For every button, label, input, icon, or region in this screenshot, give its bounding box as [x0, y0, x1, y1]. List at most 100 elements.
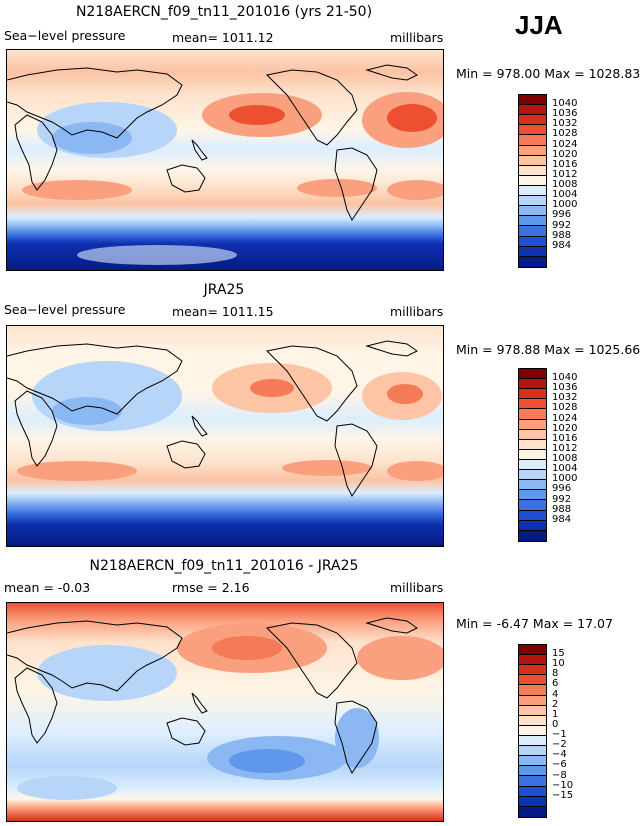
colorbar-label: 988: [552, 229, 572, 241]
colorbar-swatch: [519, 379, 546, 390]
panel-3-map: [6, 602, 444, 822]
south-pacific-high: [282, 460, 372, 476]
pacific-anomaly-high-core: [212, 636, 282, 660]
colorbar-swatch: [519, 226, 546, 237]
colorbar-label: 1036: [552, 108, 578, 120]
panel-1-map: [6, 49, 444, 271]
north-atlantic-high-core: [387, 104, 437, 132]
antarctic-low: [77, 245, 237, 265]
colorbar-label: 984: [552, 513, 572, 525]
colorbar-label: 6: [552, 678, 559, 690]
colorbar-swatch: [519, 206, 546, 217]
colorbar-swatch: [519, 389, 546, 400]
panel-1-variable-label: Sea−level pressure: [4, 28, 126, 43]
colorbar-label: 1040: [552, 372, 578, 384]
south-america-anomaly-low: [335, 708, 379, 768]
panel-3-units-label: millibars: [390, 580, 444, 595]
colorbar-swatch: [519, 165, 546, 176]
colorbar-label: 988: [552, 503, 572, 515]
colorbar-label: 984: [552, 239, 572, 251]
colorbar-label: −4: [552, 749, 567, 761]
panel-2-minmax: Min = 978.88 Max = 1025.66: [456, 342, 641, 357]
colorbar-label: 1028: [552, 402, 578, 414]
colorbar-label: 1004: [552, 189, 578, 201]
panel-2-title: JRA25: [203, 282, 245, 298]
colorbar-label: 1016: [552, 432, 578, 444]
colorbar-swatch: [519, 715, 546, 726]
colorbar-swatch: [519, 735, 546, 747]
colorbar-swatch: [519, 746, 546, 757]
colorbar-label: 2: [552, 698, 559, 710]
colorbar-label: 1020: [552, 148, 578, 160]
south-atlantic-high: [387, 461, 443, 481]
continents-1: [7, 64, 418, 221]
north-pacific-high-core: [229, 105, 285, 125]
colorbar-swatch: [519, 806, 546, 817]
panel-2-colorbar-labels: 1040 1036 1032 1028 1024 1020 1016 1012 1008 1004…: [552, 368, 592, 540]
colorbar-swatch: [519, 685, 546, 696]
colorbar-swatch: [519, 449, 546, 460]
colorbar-swatch: [519, 216, 546, 227]
colorbar-swatch: [519, 196, 546, 207]
colorbar-label: 1032: [552, 392, 578, 404]
colorbar-label: −8: [552, 769, 567, 781]
panel-2-colorbar-swatches: [519, 369, 546, 541]
colorbar-swatch: [519, 500, 546, 511]
panel-3-title: N218AERCN_f09_tn11_201016 - JRA25: [89, 558, 359, 574]
colorbar-label: −15: [552, 789, 574, 801]
colorbar-swatch: [519, 409, 546, 420]
colorbar-swatch: [519, 246, 546, 257]
colorbar-swatch: [519, 530, 546, 541]
colorbar-swatch: [519, 725, 546, 736]
colorbar-swatch: [519, 185, 546, 197]
colorbar-label: 1008: [552, 179, 578, 191]
panel-3-mean-label: mean = -0.03: [4, 580, 91, 595]
panel-1-colorbar-swatches: [519, 95, 546, 267]
panel-2-map: [6, 325, 444, 547]
colorbar-swatch: [519, 490, 546, 501]
colorbar-label: 996: [552, 483, 572, 495]
colorbar-label: 1028: [552, 128, 578, 140]
colorbar-label: 1040: [552, 98, 578, 110]
colorbar-swatch: [519, 419, 546, 430]
colorbar-swatch: [519, 439, 546, 450]
colorbar-swatch: [519, 256, 546, 267]
colorbar-label: 1016: [552, 158, 578, 170]
colorbar-swatch: [519, 369, 546, 380]
colorbar-label: 15: [552, 648, 565, 660]
colorbar-label: 1008: [552, 453, 578, 465]
colorbar-swatch: [519, 175, 546, 186]
season-label: JJA: [515, 10, 563, 40]
colorbar-swatch: [519, 95, 546, 106]
colorbar-label: 1004: [552, 463, 578, 475]
panel-3-colorbar: [518, 644, 547, 818]
panel-1-mean-label: mean= 1011.12: [172, 30, 274, 45]
colorbar-swatch: [519, 470, 546, 481]
colorbar-swatch: [519, 155, 546, 166]
colorbar-swatch: [519, 665, 546, 676]
panel-3-rmse-label: rmse = 2.16: [172, 580, 250, 595]
indian-ocean-anomaly: [17, 776, 117, 800]
north-atlantic-high-core: [387, 384, 423, 404]
colorbar-label: 1012: [552, 168, 578, 180]
colorbar-label: −1: [552, 729, 567, 741]
colorbar-label: 1024: [552, 138, 578, 150]
panel-2-colorbar: [518, 368, 547, 542]
panel-2-units-label: millibars: [390, 304, 444, 319]
colorbar-label: 10: [552, 658, 565, 670]
colorbar-swatch: [519, 520, 546, 531]
south-pacific-high: [297, 179, 377, 197]
colorbar-label: −2: [552, 739, 567, 751]
colorbar-label: −6: [552, 759, 567, 771]
continents-2: [7, 340, 418, 497]
colorbar-label: 1020: [552, 422, 578, 434]
panel-2-mean-label: mean= 1011.15: [172, 304, 274, 319]
panel-3-map-svg: [7, 603, 443, 821]
colorbar-label: 0: [552, 718, 559, 730]
colorbar-swatch: [519, 125, 546, 136]
colorbar-swatch: [519, 145, 546, 156]
north-pacific-high-core: [250, 379, 294, 397]
colorbar-swatch: [519, 105, 546, 116]
colorbar-swatch: [519, 510, 546, 521]
panel-1-colorbar: [518, 94, 547, 268]
